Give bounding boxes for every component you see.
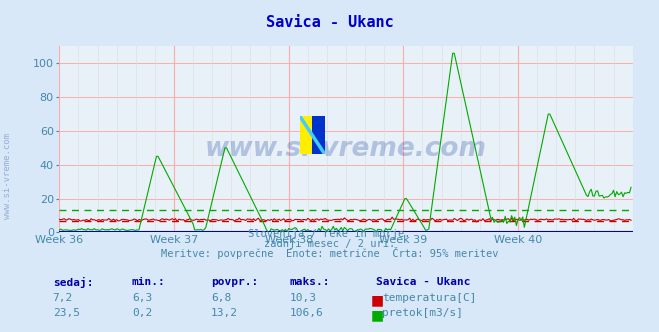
Text: Savica - Ukanc: Savica - Ukanc xyxy=(266,15,393,30)
Text: Savica - Ukanc: Savica - Ukanc xyxy=(376,277,470,287)
Text: min.:: min.: xyxy=(132,277,165,287)
Bar xyxy=(300,116,312,154)
Bar xyxy=(312,116,325,154)
Text: maks.:: maks.: xyxy=(290,277,330,287)
Text: sedaj:: sedaj: xyxy=(53,277,93,288)
Text: 106,6: 106,6 xyxy=(290,308,324,318)
Text: Meritve: povprečne  Enote: metrične  Črta: 95% meritev: Meritve: povprečne Enote: metrične Črta:… xyxy=(161,247,498,259)
Text: zadnji mesec / 2 uri.: zadnji mesec / 2 uri. xyxy=(264,239,395,249)
Text: 10,3: 10,3 xyxy=(290,293,317,303)
Text: ■: ■ xyxy=(370,308,384,322)
Text: 6,3: 6,3 xyxy=(132,293,152,303)
Text: www.si-vreme.com: www.si-vreme.com xyxy=(205,136,487,162)
Text: ■: ■ xyxy=(370,293,384,307)
Text: pretok[m3/s]: pretok[m3/s] xyxy=(382,308,463,318)
Text: 6,8: 6,8 xyxy=(211,293,231,303)
Text: temperatura[C]: temperatura[C] xyxy=(382,293,476,303)
Text: 23,5: 23,5 xyxy=(53,308,80,318)
Text: 0,2: 0,2 xyxy=(132,308,152,318)
Text: www.si-vreme.com: www.si-vreme.com xyxy=(3,133,13,219)
Text: 13,2: 13,2 xyxy=(211,308,238,318)
Text: povpr.:: povpr.: xyxy=(211,277,258,287)
Text: 7,2: 7,2 xyxy=(53,293,73,303)
Text: Slovenija / reke in morje.: Slovenija / reke in morje. xyxy=(248,229,411,239)
